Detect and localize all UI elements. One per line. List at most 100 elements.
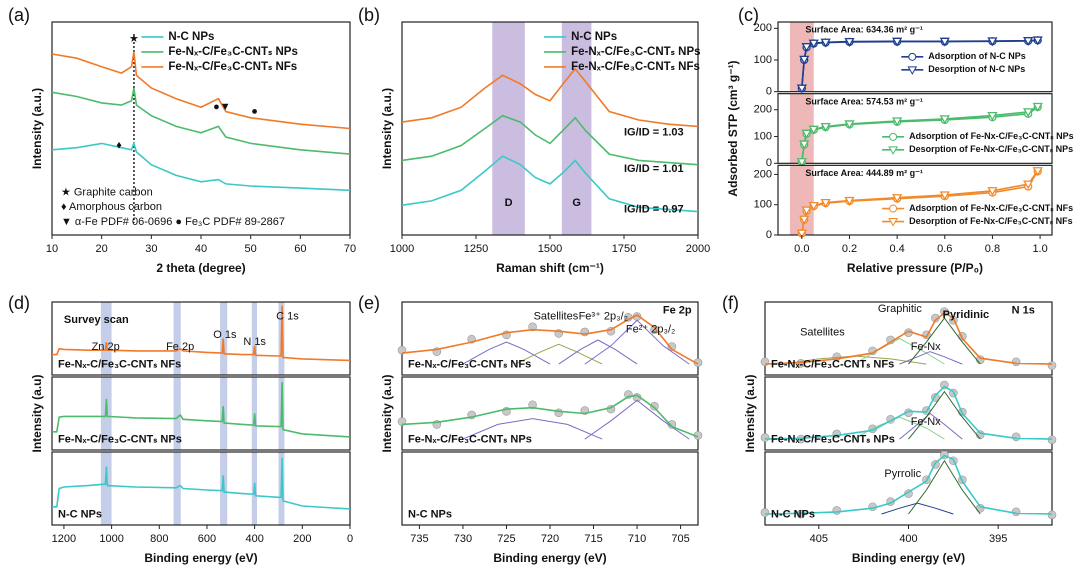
y-axis-label: Intensity (a.u.) bbox=[380, 88, 394, 169]
x-tick-label: 735 bbox=[410, 533, 428, 545]
band bbox=[492, 22, 525, 235]
y-axis-label: Intensity (a.u) bbox=[743, 374, 757, 452]
legend-marker bbox=[889, 204, 898, 213]
annotation: ▼ α-Fe PDF# 06-0696 ● Fe₃C PDF# 89-2867 bbox=[61, 216, 285, 228]
series-line bbox=[401, 114, 699, 166]
sample-label: N-C NPs bbox=[58, 509, 102, 521]
annotation: ♦ Amorphous carbon bbox=[61, 201, 162, 213]
annotation: IG/ID = 1.03 bbox=[624, 127, 684, 139]
x-tick-label: 1000 bbox=[390, 243, 414, 255]
marker bbox=[801, 129, 812, 139]
marker bbox=[796, 229, 807, 239]
y-tick-label: 0 bbox=[766, 157, 772, 169]
fit-component bbox=[899, 351, 963, 365]
plot-frame bbox=[777, 21, 1053, 93]
annotation: N 1s bbox=[243, 336, 266, 348]
x-tick-label: 1750 bbox=[612, 243, 636, 255]
marker bbox=[939, 191, 950, 201]
sample-label: N-C NPs bbox=[408, 509, 452, 521]
legend-label: Desorption of Fe-Nx-C/Fe₃C-CNTₛ NFs bbox=[909, 216, 1073, 226]
y-tick-label: 100 bbox=[754, 54, 772, 66]
marker bbox=[939, 115, 950, 125]
panel-label: (a) bbox=[8, 5, 30, 25]
band bbox=[173, 452, 181, 525]
raw-point bbox=[975, 355, 985, 364]
annotation: IG/ID = 0.97 bbox=[624, 203, 684, 215]
legend-marker bbox=[888, 146, 898, 155]
raw-point bbox=[931, 313, 940, 323]
x-tick-label: 715 bbox=[584, 533, 602, 545]
plot-frame bbox=[777, 164, 1053, 236]
x-tick-label: 720 bbox=[541, 533, 559, 545]
y-axis-label: Intensity (a.u) bbox=[30, 374, 44, 452]
series-line bbox=[401, 314, 699, 365]
plot-frame bbox=[51, 301, 351, 376]
raw-point bbox=[667, 342, 677, 351]
legend-label: N-C NPs bbox=[168, 31, 214, 43]
annotation: Surface Area: 444.89 m² g⁻¹ bbox=[805, 168, 922, 178]
x-tick-label: 50 bbox=[245, 243, 257, 255]
legend-label: Fe-Nₓ-C/Fe₃C-CNTₛ NPs bbox=[571, 46, 700, 58]
band bbox=[173, 302, 181, 375]
annotation: ★ Graphite carbon bbox=[61, 186, 153, 198]
annotation: Zn 2p bbox=[92, 341, 120, 353]
y-tick-label: 0 bbox=[766, 229, 772, 241]
raw-point bbox=[760, 433, 770, 442]
band bbox=[561, 22, 592, 235]
marker bbox=[987, 37, 998, 47]
y-tick-label: 0 bbox=[766, 86, 772, 98]
legend-marker bbox=[888, 218, 898, 227]
x-tick-label: 1500 bbox=[538, 243, 562, 255]
y-axis-label: Intensity (a.u.) bbox=[30, 88, 44, 169]
marker bbox=[820, 198, 831, 208]
annotation: Satellites bbox=[800, 327, 845, 339]
x-tick-label: 1250 bbox=[464, 243, 488, 255]
x-tick-label: 405 bbox=[810, 533, 828, 545]
annotation: Fe³⁺ 2p₃/₂ bbox=[579, 311, 628, 323]
y-tick-label: 100 bbox=[754, 130, 772, 142]
legend-label: N-C NPs bbox=[571, 31, 617, 43]
sample-label: Fe-Nₓ-C/Fe₃C-CNTₛ NFs bbox=[771, 359, 894, 371]
series-line bbox=[401, 155, 699, 213]
annotation: Fe²⁺ 2p₃/₂ bbox=[626, 324, 675, 336]
x-tick-label: 0.0 bbox=[794, 243, 809, 255]
x-tick-label: 705 bbox=[671, 533, 689, 545]
marker bbox=[1032, 36, 1043, 46]
x-tick-label: 0.2 bbox=[842, 243, 857, 255]
y-tick-label: 100 bbox=[754, 199, 772, 211]
x-tick-label: 800 bbox=[150, 533, 168, 545]
annotation: ★ bbox=[129, 33, 139, 45]
annotation: Pyrrolic bbox=[884, 468, 921, 480]
x-tick-label: 10 bbox=[46, 243, 58, 255]
raw-point bbox=[1011, 432, 1021, 442]
annotation: Graphitic bbox=[878, 303, 923, 315]
sample-label: Fe-Nₓ-C/Fe₃C-CNTₛ NFs bbox=[408, 359, 531, 371]
marker bbox=[808, 39, 819, 49]
raw-point bbox=[1047, 510, 1057, 520]
series-line bbox=[401, 394, 699, 438]
marker bbox=[808, 201, 819, 211]
x-tick-label: 1.0 bbox=[1032, 243, 1047, 255]
annotation: Fe 2p bbox=[663, 305, 692, 317]
marker bbox=[987, 187, 998, 197]
marker bbox=[808, 125, 819, 135]
y-tick-label: 200 bbox=[754, 104, 772, 116]
fit-component bbox=[881, 502, 954, 515]
x-tick-label: 40 bbox=[195, 243, 207, 255]
marker bbox=[987, 111, 998, 121]
fit-component bbox=[584, 319, 690, 365]
x-tick-label: 400 bbox=[245, 533, 263, 545]
marker bbox=[1023, 37, 1034, 46]
x-axis-label: Binding energy (eV) bbox=[144, 551, 257, 565]
marker bbox=[1032, 167, 1043, 177]
band bbox=[173, 377, 181, 450]
marker bbox=[844, 196, 855, 206]
series-line bbox=[51, 140, 351, 192]
x-tick-label: 730 bbox=[454, 533, 472, 545]
marker bbox=[799, 55, 810, 65]
marker bbox=[820, 38, 831, 48]
annotation: Fe-Nx bbox=[911, 341, 941, 353]
series-line bbox=[764, 311, 1053, 365]
